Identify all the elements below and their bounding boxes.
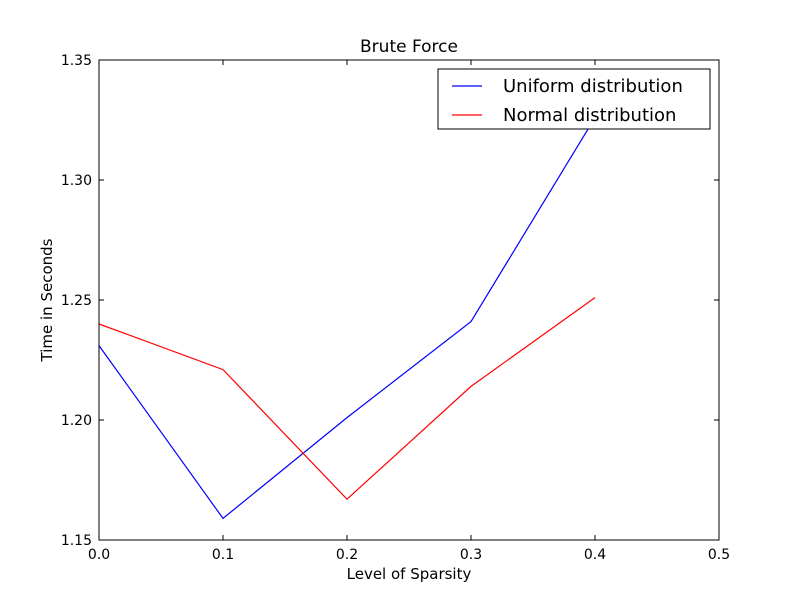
x-tick-label: 0.3 <box>460 547 482 563</box>
x-axis-title: Level of Sparsity <box>347 565 472 583</box>
y-tick-label: 1.15 <box>61 533 92 549</box>
x-tick-label: 0.0 <box>88 547 110 563</box>
x-tick-label: 0.4 <box>584 547 606 563</box>
x-axis: 0.0 0.1 0.2 0.3 0.4 0.5 <box>88 60 730 563</box>
series-layer <box>98 117 596 520</box>
chart-title: Brute Force <box>360 37 458 57</box>
y-tick-label: 1.25 <box>61 293 92 309</box>
y-axis-title: Time in Seconds <box>38 238 56 362</box>
x-tick-label: 0.1 <box>212 547 234 563</box>
y-tick-label: 1.20 <box>61 413 92 429</box>
legend-label-uniform: Uniform distribution <box>503 76 683 97</box>
x-tick-label: 0.2 <box>336 547 358 563</box>
y-tick-label: 1.30 <box>61 173 92 189</box>
series-line-normal <box>98 297 596 501</box>
legend: Uniform distribution Normal distribution <box>437 68 711 130</box>
legend-label-normal: Normal distribution <box>503 105 676 126</box>
x-tick-label: 0.5 <box>708 547 730 563</box>
series-line-uniform <box>98 117 596 520</box>
y-axis: 1.15 1.20 1.25 1.30 1.35 <box>61 53 719 549</box>
legend-box <box>437 68 711 130</box>
y-tick-label: 1.35 <box>61 53 92 69</box>
